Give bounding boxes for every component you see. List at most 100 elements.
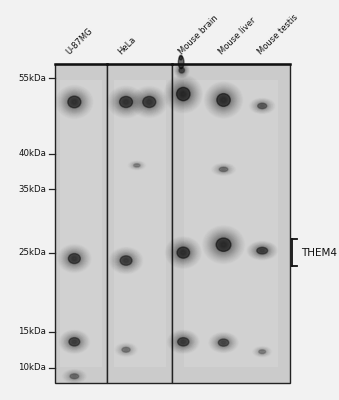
Ellipse shape <box>177 88 189 100</box>
Ellipse shape <box>221 341 226 344</box>
Ellipse shape <box>177 87 190 101</box>
Ellipse shape <box>259 350 266 354</box>
Ellipse shape <box>180 249 187 256</box>
Ellipse shape <box>220 242 227 248</box>
Ellipse shape <box>178 89 188 99</box>
Ellipse shape <box>181 92 185 96</box>
Ellipse shape <box>71 256 78 262</box>
Ellipse shape <box>216 238 231 252</box>
Bar <box>173 64 290 384</box>
Ellipse shape <box>181 250 186 255</box>
Ellipse shape <box>181 70 182 71</box>
Ellipse shape <box>119 96 133 108</box>
Ellipse shape <box>124 259 128 262</box>
Ellipse shape <box>260 249 264 252</box>
Ellipse shape <box>181 251 185 254</box>
Ellipse shape <box>182 341 185 343</box>
Ellipse shape <box>73 257 76 260</box>
Ellipse shape <box>146 100 152 104</box>
Ellipse shape <box>257 247 267 254</box>
Text: 40kDa: 40kDa <box>18 149 46 158</box>
Ellipse shape <box>177 247 190 258</box>
Ellipse shape <box>220 96 227 104</box>
Ellipse shape <box>71 339 78 345</box>
Ellipse shape <box>258 248 266 253</box>
Ellipse shape <box>217 94 230 106</box>
Ellipse shape <box>147 100 151 104</box>
Ellipse shape <box>122 257 131 264</box>
Ellipse shape <box>123 100 129 104</box>
Text: THEM4: THEM4 <box>301 248 337 258</box>
Ellipse shape <box>70 374 79 379</box>
Text: HeLa: HeLa <box>117 35 138 56</box>
Ellipse shape <box>176 87 190 101</box>
Ellipse shape <box>217 93 231 107</box>
Ellipse shape <box>218 240 229 250</box>
Ellipse shape <box>69 254 80 263</box>
Ellipse shape <box>68 96 81 108</box>
Ellipse shape <box>68 254 80 264</box>
Text: Mouse brain: Mouse brain <box>177 14 220 56</box>
Text: Mouse liver: Mouse liver <box>217 16 258 56</box>
Ellipse shape <box>217 239 230 251</box>
Ellipse shape <box>68 97 80 107</box>
Ellipse shape <box>216 92 232 108</box>
Ellipse shape <box>69 338 80 346</box>
Ellipse shape <box>178 338 189 346</box>
Ellipse shape <box>261 250 264 252</box>
Ellipse shape <box>178 248 189 258</box>
Ellipse shape <box>178 338 188 346</box>
Ellipse shape <box>72 100 77 104</box>
Ellipse shape <box>259 249 265 252</box>
Ellipse shape <box>180 339 186 344</box>
Ellipse shape <box>122 99 130 105</box>
Ellipse shape <box>174 85 192 103</box>
Ellipse shape <box>73 341 76 343</box>
Ellipse shape <box>72 340 77 344</box>
Ellipse shape <box>120 256 132 265</box>
Ellipse shape <box>143 96 156 108</box>
Bar <box>55 64 107 384</box>
Ellipse shape <box>71 98 78 106</box>
Ellipse shape <box>145 99 153 105</box>
Text: U-87MG: U-87MG <box>64 26 94 56</box>
Ellipse shape <box>221 243 226 246</box>
Ellipse shape <box>181 340 186 344</box>
Ellipse shape <box>71 339 78 344</box>
Ellipse shape <box>72 256 77 261</box>
Ellipse shape <box>221 97 226 103</box>
Text: Mouse testis: Mouse testis <box>256 13 300 56</box>
Ellipse shape <box>142 96 156 108</box>
Ellipse shape <box>121 98 131 106</box>
Ellipse shape <box>67 96 81 108</box>
Ellipse shape <box>219 241 228 249</box>
Ellipse shape <box>219 95 228 105</box>
Ellipse shape <box>120 97 132 107</box>
Text: 25kDa: 25kDa <box>18 248 46 257</box>
Ellipse shape <box>178 56 184 69</box>
Ellipse shape <box>222 342 225 344</box>
Bar <box>184 80 278 368</box>
Ellipse shape <box>222 98 225 102</box>
Bar <box>107 64 173 384</box>
Ellipse shape <box>258 103 267 109</box>
Ellipse shape <box>181 69 183 72</box>
Ellipse shape <box>120 96 133 108</box>
Ellipse shape <box>180 91 186 97</box>
Ellipse shape <box>123 258 128 263</box>
Text: 10kDa: 10kDa <box>18 363 46 372</box>
Ellipse shape <box>144 98 154 106</box>
Bar <box>114 80 166 368</box>
Ellipse shape <box>73 100 76 104</box>
Text: 35kDa: 35kDa <box>18 185 46 194</box>
Ellipse shape <box>177 247 190 258</box>
Ellipse shape <box>124 100 128 104</box>
Text: 55kDa: 55kDa <box>18 74 46 83</box>
Ellipse shape <box>218 339 229 346</box>
Ellipse shape <box>179 248 188 257</box>
Ellipse shape <box>122 258 129 263</box>
Ellipse shape <box>69 98 79 106</box>
Bar <box>60 80 102 368</box>
Ellipse shape <box>179 90 187 98</box>
Ellipse shape <box>70 255 79 262</box>
